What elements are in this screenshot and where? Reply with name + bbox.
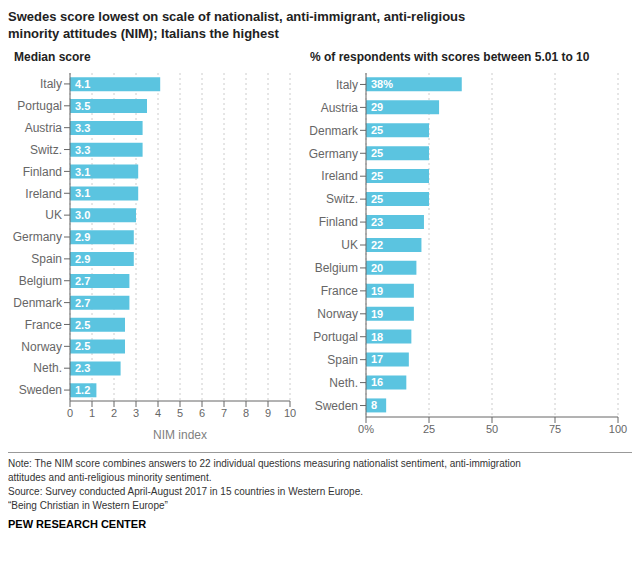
svg-text:25: 25: [371, 193, 383, 205]
svg-text:3.3: 3.3: [75, 122, 90, 134]
svg-text:2.9: 2.9: [75, 231, 90, 243]
svg-text:2.9: 2.9: [75, 253, 90, 265]
svg-text:Belgium: Belgium: [315, 261, 358, 275]
html-text:“Being Christian in Western Eu: “Being Christian in Western Europe”: [8, 500, 168, 511]
svg-text:Switz.: Switz.: [326, 192, 358, 206]
svg-text:1.2: 1.2: [75, 384, 90, 396]
svg-text:16: 16: [371, 376, 383, 388]
svg-text:3.0: 3.0: [75, 209, 90, 221]
svg-text:3.1: 3.1: [75, 187, 90, 199]
svg-text:38%: 38%: [371, 78, 393, 90]
svg-text:2.7: 2.7: [75, 297, 90, 309]
svg-text:NIM index: NIM index: [153, 428, 207, 442]
svg-text:6: 6: [199, 407, 205, 419]
svg-text:Portugal: Portugal: [17, 99, 62, 113]
svg-text:3.3: 3.3: [75, 144, 90, 156]
svg-text:4.1: 4.1: [75, 78, 90, 90]
html-text:PEW RESEARCH CENTER: PEW RESEARCH CENTER: [8, 518, 147, 530]
svg-text:Italy: Italy: [336, 78, 358, 92]
svg-text:Portugal: Portugal: [313, 330, 358, 344]
svg-text:Norway: Norway: [317, 307, 358, 321]
svg-text:Italy: Italy: [40, 77, 62, 91]
svg-text:Ireland: Ireland: [25, 187, 62, 201]
svg-text:0: 0: [67, 407, 73, 419]
svg-text:3.5: 3.5: [75, 100, 90, 112]
svg-text:Finland: Finland: [319, 215, 358, 229]
svg-text:2: 2: [111, 407, 117, 419]
svg-text:22: 22: [371, 239, 383, 251]
svg-text:Austria: Austria: [321, 101, 359, 115]
svg-text:17: 17: [371, 353, 383, 365]
svg-text:25: 25: [423, 423, 435, 435]
html-text:Median score: Median score: [14, 50, 91, 64]
svg-text:25: 25: [371, 170, 383, 182]
svg-text:25: 25: [371, 147, 383, 159]
svg-text:Belgium: Belgium: [19, 274, 62, 288]
svg-text:19: 19: [371, 285, 383, 297]
svg-text:23: 23: [371, 216, 383, 228]
svg-text:0%: 0%: [358, 423, 374, 435]
svg-text:Neth.: Neth.: [33, 361, 62, 375]
svg-text:5: 5: [177, 407, 183, 419]
svg-text:Germany: Germany: [309, 147, 358, 161]
svg-text:3.1: 3.1: [75, 166, 90, 178]
svg-text:75: 75: [549, 423, 561, 435]
svg-text:1: 1: [89, 407, 95, 419]
svg-text:Spain: Spain: [327, 353, 358, 367]
svg-text:Germany: Germany: [13, 230, 62, 244]
svg-text:Norway: Norway: [21, 340, 62, 354]
svg-text:19: 19: [371, 308, 383, 320]
svg-text:Denmark: Denmark: [309, 124, 359, 138]
svg-text:8: 8: [371, 399, 377, 411]
html-text:% of respondents with scores b: % of respondents with scores between 5.0…: [310, 50, 590, 64]
svg-text:29: 29: [371, 101, 383, 113]
svg-text:Sweden: Sweden: [19, 383, 62, 397]
svg-text:2.5: 2.5: [75, 319, 90, 331]
svg-text:UK: UK: [341, 238, 358, 252]
svg-text:2.7: 2.7: [75, 275, 90, 287]
svg-text:2.3: 2.3: [75, 362, 90, 374]
svg-text:100: 100: [609, 423, 627, 435]
svg-text:10: 10: [284, 407, 296, 419]
svg-text:7: 7: [221, 407, 227, 419]
html-text:attitudes and anti-religious m: attitudes and anti-religious minority se…: [8, 472, 212, 483]
svg-text:2.5: 2.5: [75, 340, 90, 352]
svg-text:Sweden: Sweden: [315, 399, 358, 413]
svg-text:8: 8: [243, 407, 249, 419]
svg-text:3: 3: [133, 407, 139, 419]
svg-text:Spain: Spain: [31, 252, 62, 266]
html-text:Note: The NIM score combines a: Note: The NIM score combines answers to …: [8, 458, 521, 469]
svg-text:Austria: Austria: [25, 121, 63, 135]
svg-text:Switz.: Switz.: [30, 143, 62, 157]
svg-text:Ireland: Ireland: [321, 169, 358, 183]
svg-text:4: 4: [155, 407, 161, 419]
html-text:Source: Survey conducted April: Source: Survey conducted April-August 20…: [8, 486, 363, 497]
svg-text:Neth.: Neth.: [329, 376, 358, 390]
svg-text:Finland: Finland: [23, 165, 62, 179]
svg-text:UK: UK: [45, 208, 62, 222]
svg-text:Denmark: Denmark: [13, 296, 63, 310]
svg-text:18: 18: [371, 331, 383, 343]
svg-text:50: 50: [486, 423, 498, 435]
svg-text:France: France: [25, 318, 63, 332]
svg-text:20: 20: [371, 262, 383, 274]
html-text:Swedes score lowest on scale o: Swedes score lowest on scale of national…: [8, 9, 466, 41]
svg-text:9: 9: [265, 407, 271, 419]
svg-text:25: 25: [371, 124, 383, 136]
svg-text:France: France: [321, 284, 359, 298]
